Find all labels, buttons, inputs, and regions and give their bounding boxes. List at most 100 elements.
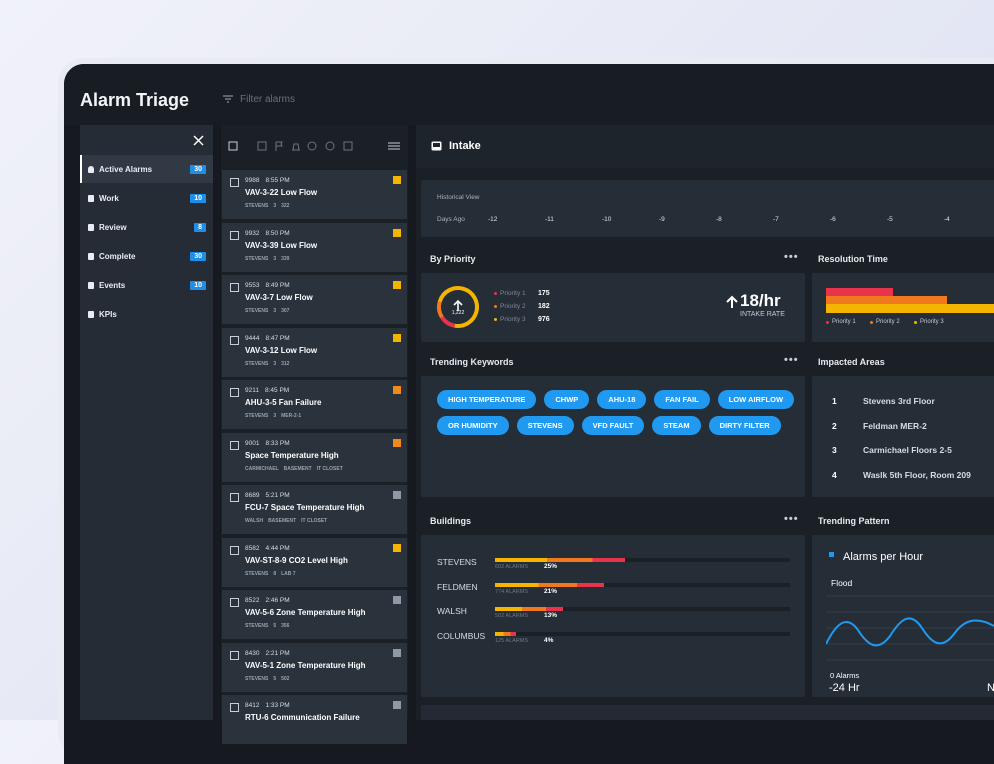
- building-alarms: 774 ALARMS: [495, 588, 529, 595]
- alarm-tag: STEVENS: [245, 255, 269, 262]
- historical-card: [421, 180, 994, 237]
- keyword-chip[interactable]: AHU-18: [597, 390, 647, 409]
- nav-count: 30: [190, 251, 206, 261]
- alarm-meta: 8582 4:44 PM: [245, 545, 290, 552]
- alarm-id: 9988: [245, 177, 260, 184]
- legend-name: Priority 1: [832, 319, 856, 325]
- alarm-tag: 3: [273, 255, 277, 262]
- alarm-tag: STEVENS: [245, 623, 269, 629]
- alarm-id: 8689: [245, 492, 260, 499]
- alarm-id: 8522: [245, 597, 260, 604]
- nav-item[interactable]: Review 8: [80, 213, 213, 241]
- alarm-meta: 8430 2:21 PM: [245, 650, 290, 657]
- legend-value: 976: [538, 316, 550, 323]
- area-name: Feldman MER-2: [863, 420, 927, 431]
- filter-icon[interactable]: [222, 94, 234, 104]
- legend-dot: [914, 321, 917, 324]
- keyword-chip[interactable]: VFD FAULT: [581, 416, 645, 435]
- alarm-card[interactable]: 8689 5:21 PM FCU-7 Space Temperature High W…: [222, 485, 407, 534]
- building-alarms: 502 ALARMS: [495, 613, 529, 619]
- keyword-chip[interactable]: CHWP: [544, 390, 590, 409]
- y-top-label: Flood: [831, 578, 853, 588]
- checkbox[interactable]: [230, 545, 239, 555]
- alarm-tag: IT CLOSET: [316, 465, 343, 472]
- nav-item[interactable]: Events 10: [80, 271, 213, 299]
- nav-item[interactable]: Active Alarms 30: [80, 155, 213, 183]
- checkbox[interactable]: [230, 598, 239, 607]
- keyword-chip[interactable]: FAN FAIL: [654, 390, 710, 409]
- keyword-chip[interactable]: OR HUMIDITY: [437, 416, 509, 435]
- alarm-tag: 3: [273, 203, 277, 209]
- legend-dot: [494, 292, 497, 295]
- alarm-meta: 9932 8:50 PM: [245, 230, 290, 237]
- alarm-card[interactable]: 9932 8:50 PM VAV-3-39 Low Flow STEVENS 3 339: [222, 222, 407, 272]
- close-button[interactable]: [193, 135, 204, 146]
- alarm-tag: 322: [281, 203, 290, 209]
- alarm-tag: 312: [281, 360, 290, 367]
- checkbox[interactable]: [230, 283, 239, 292]
- intake-title: Intake: [449, 140, 481, 152]
- area-rank: 2: [832, 420, 837, 431]
- priority-badge: [393, 543, 401, 552]
- nav-label: Review: [99, 222, 127, 232]
- alarm-card[interactable]: 8582 4:44 PM VAV-ST-8-9 CO2 Level High STEV…: [222, 537, 407, 587]
- filter-input[interactable]: Filter alarms: [240, 94, 296, 105]
- alarm-id: 8430: [245, 649, 260, 657]
- alarm-card[interactable]: 9553 8:49 PM VAV-3-7 Low Flow STEVENS 3 307: [222, 275, 407, 324]
- alarm-tags: CARMICHAEL BASEMENT IT CLOSET: [245, 466, 343, 472]
- keyword-chip[interactable]: DIRTY FILTER: [708, 416, 781, 435]
- bottom-strip: [421, 705, 994, 720]
- keyword-chip[interactable]: HIGH TEMPERATURE: [437, 390, 537, 409]
- alarm-tag: 356: [281, 623, 290, 629]
- alarm-meta: 9001 8:33 PM: [245, 440, 290, 447]
- alarm-tag: STEVENS: [245, 308, 269, 314]
- checkbox[interactable]: [230, 493, 239, 502]
- nav-item[interactable]: Complete 30: [80, 242, 213, 270]
- checkbox[interactable]: [230, 440, 239, 450]
- nav-label: Events: [99, 280, 126, 290]
- intake-icon: [431, 141, 442, 151]
- alarm-card[interactable]: 9211 8:45 PM AHU-3-5 Fan Failure STEVENS 3 ME…: [222, 380, 407, 429]
- nav-icon: [88, 281, 94, 289]
- alarm-card[interactable]: 9988 8:55 PM VAV-3-22 Low Flow STEVENS 3 322: [222, 170, 407, 219]
- alarm-tags: WALSH BASEMENT IT CLOSET: [245, 518, 327, 524]
- alarm-time: 8:55 PM: [265, 177, 290, 184]
- alarm-tag: MER-2-1: [281, 413, 302, 419]
- alarm-card[interactable]: 8522 2:46 PM VAV-5-6 Zone Temperature High…: [222, 590, 407, 639]
- alarm-tags: STEVENS 3 307: [245, 308, 289, 314]
- keyword-chip[interactable]: LOW AIRFLOW: [717, 390, 795, 409]
- checkbox[interactable]: [230, 703, 239, 712]
- checkbox[interactable]: [230, 178, 239, 187]
- priority-badge: [393, 281, 401, 289]
- nav-item[interactable]: Work 10: [80, 184, 213, 212]
- nav-count: 8: [194, 222, 206, 232]
- select-all[interactable]: [228, 141, 238, 151]
- resolution-bars: [826, 288, 994, 313]
- alarm-card[interactable]: 9444 8:47 PM VAV-3-12 Low Flow STEVENS 3 312: [222, 327, 407, 377]
- checkbox[interactable]: [230, 388, 239, 397]
- menu-button[interactable]: •••: [784, 354, 799, 366]
- alarm-tags: STEVENS 3 MER-2-1: [245, 413, 301, 419]
- menu-button[interactable]: •••: [784, 251, 799, 263]
- day-tick: -5: [887, 216, 893, 223]
- alarm-tag: 3: [273, 360, 277, 367]
- section-title: By Priority: [430, 254, 476, 264]
- checkbox[interactable]: [230, 230, 239, 240]
- alarm-title: AHU-3-5 Fan Failure: [245, 398, 322, 407]
- alarm-time: 2:46 PM: [265, 597, 290, 604]
- priority-badge: [393, 333, 401, 342]
- keyword-chip[interactable]: STEVENS: [516, 416, 574, 435]
- buildings-card: [421, 535, 805, 697]
- alarm-tag: BASEMENT: [268, 518, 297, 524]
- keyword-chip[interactable]: STEAM: [652, 416, 701, 435]
- building-bar: [495, 631, 516, 636]
- nav-item[interactable]: KPIs: [80, 300, 213, 328]
- day-tick: -6: [830, 216, 836, 223]
- alarm-card[interactable]: 9001 8:33 PM Space Temperature High CARMICH…: [222, 432, 407, 482]
- checkbox[interactable]: [230, 650, 239, 660]
- building-bar: [495, 558, 625, 562]
- alarm-card[interactable]: 8430 2:21 PM VAV-5-1 Zone Temperature High…: [222, 642, 407, 692]
- menu-button[interactable]: •••: [784, 513, 799, 525]
- checkbox[interactable]: [230, 335, 239, 345]
